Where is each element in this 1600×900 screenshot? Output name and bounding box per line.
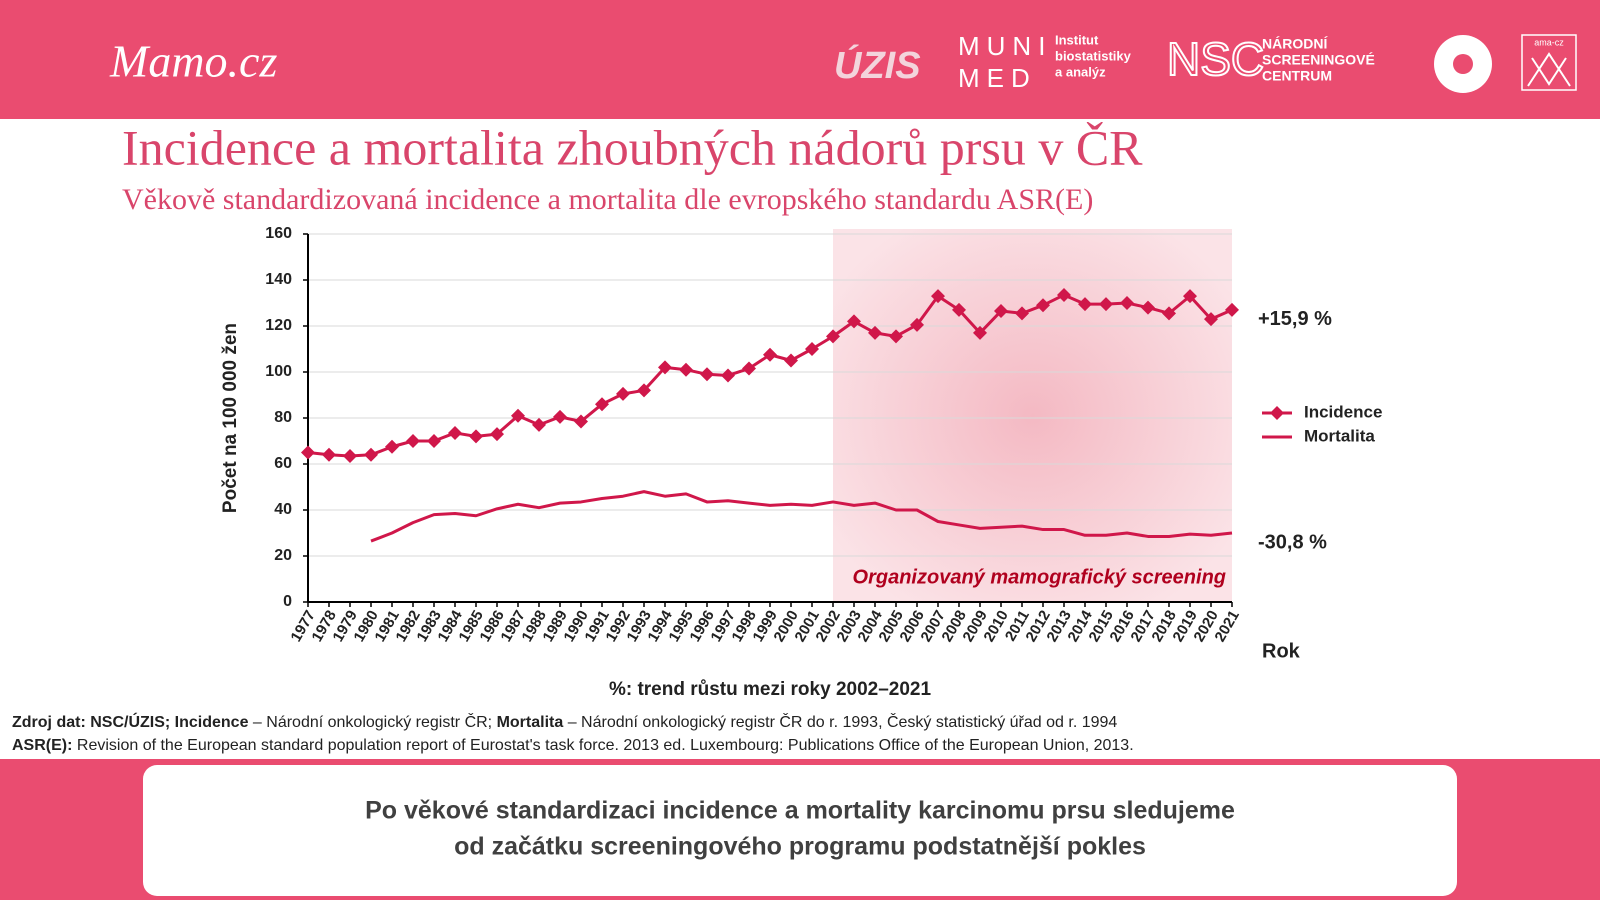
y-tick-label: 60	[274, 455, 292, 472]
header-band	[0, 0, 1600, 119]
data-point	[1183, 289, 1197, 304]
source-segment: ASR(E):	[12, 737, 72, 754]
legend-marker	[1270, 406, 1284, 420]
source-segment: Mortalita	[497, 714, 564, 731]
data-point	[1036, 298, 1050, 313]
screening-region	[833, 229, 1232, 602]
data-point	[511, 408, 525, 423]
y-axis-title: Počet na 100 000 žen	[220, 323, 241, 513]
trend-label: +15,9 %	[1258, 308, 1332, 330]
data-point	[784, 353, 798, 368]
nsc-name: NÁRODNÍ	[1262, 36, 1328, 52]
data-point	[994, 304, 1008, 319]
plot: Organizovaný mamografický screening 0 20 40…	[220, 225, 1382, 700]
data-point	[616, 386, 630, 401]
data-point	[532, 417, 546, 432]
nsc-name: CENTRUM	[1262, 68, 1332, 84]
legend-label: Incidence	[1304, 402, 1382, 421]
data-point	[805, 342, 819, 356]
data-point	[553, 409, 567, 424]
data-point	[1057, 287, 1071, 302]
y-tick-label: 20	[274, 547, 292, 564]
data-point	[973, 325, 987, 340]
chart-subtitle: Věkově standardizovaná incidence a morta…	[122, 183, 1093, 216]
brand: Mamo.cz	[109, 36, 277, 87]
data-point	[889, 329, 903, 344]
data-point	[952, 302, 966, 317]
y-tick-label: 100	[265, 363, 292, 380]
source-segment: Revision of the European standard popula…	[72, 737, 1133, 754]
ama-icon	[1527, 52, 1571, 87]
data-point	[679, 362, 693, 377]
data-point	[700, 367, 714, 382]
conclusion-line: od začátku screeningového programu podst…	[454, 833, 1146, 861]
data-point	[931, 289, 945, 304]
data-point	[637, 383, 651, 398]
data-point	[1141, 300, 1155, 315]
y-tick-label: 160	[265, 225, 292, 242]
institute-line: biostatistiky	[1055, 48, 1132, 63]
source-segment: – Národní onkologický registr ČR do r. 1…	[563, 712, 1117, 731]
source-segment: Zdroj dat: NSC/ÚZIS; Incidence	[12, 712, 249, 731]
source-note: ASR(E): Revision of the European standar…	[12, 737, 1134, 754]
series-line	[370, 490, 1233, 543]
data-point	[658, 360, 672, 375]
data-point	[595, 397, 609, 412]
ama-icon	[1521, 34, 1577, 91]
trend-label: -30,8 %	[1258, 531, 1327, 553]
institute-line: a analýz	[1055, 64, 1106, 79]
data-point	[1162, 306, 1176, 321]
data-point	[1015, 306, 1029, 321]
y-tick-label: 0	[283, 593, 292, 610]
conclusion-line: Po věkové standardizaci incidence a mort…	[365, 797, 1235, 825]
y-tick-label: 140	[265, 271, 292, 288]
uzis-logo: ÚZIS	[834, 43, 921, 87]
data-point	[1120, 296, 1134, 310]
data-point	[721, 368, 735, 383]
ama-logo: ama-cz	[1534, 37, 1564, 47]
source-segment: – Národní onkologický registr ČR;	[248, 712, 496, 731]
data-point	[1099, 297, 1113, 312]
data-point	[763, 347, 777, 362]
data-point	[490, 427, 504, 442]
y-tick-label: 120	[265, 317, 292, 334]
society-icon	[1453, 54, 1473, 74]
y-tick-label: 40	[274, 501, 292, 518]
data-point	[826, 329, 840, 344]
muni-logo: MED	[958, 63, 1037, 93]
muni-logo: MUNI	[958, 31, 1052, 61]
y-tick-label: 80	[274, 409, 292, 426]
data-point	[847, 314, 861, 329]
chart-title: Incidence a mortalita zhoubných nádorů p…	[122, 119, 1143, 175]
chart-note: %: trend růstu mezi roky 2002–2021	[609, 679, 932, 700]
source-note: Zdroj dat: NSC/ÚZIS; Incidence – Národní…	[12, 712, 1117, 731]
data-point	[385, 439, 399, 454]
nsc-name: SCREENINGOVÉ	[1262, 52, 1375, 68]
conclusion-box	[143, 765, 1457, 896]
data-point	[868, 325, 882, 340]
data-point	[343, 448, 357, 463]
x-axis-title: Rok	[1262, 640, 1301, 662]
legend-label: Mortalita	[1304, 426, 1375, 445]
data-point	[1225, 302, 1239, 317]
data-point	[1204, 312, 1218, 327]
institute-line: Institut	[1055, 32, 1099, 47]
data-point	[364, 447, 378, 462]
data-point	[406, 434, 420, 448]
data-point	[1078, 297, 1092, 312]
data-point	[910, 317, 924, 332]
data-point	[742, 361, 756, 376]
data-point	[448, 425, 462, 440]
data-point	[427, 434, 441, 448]
data-point	[301, 445, 315, 460]
data-point	[322, 447, 336, 462]
region-label: Organizovaný mamografický screening	[853, 566, 1226, 588]
data-point	[574, 414, 588, 429]
nsc-logo: NSC	[1167, 33, 1264, 85]
data-point	[469, 429, 483, 444]
